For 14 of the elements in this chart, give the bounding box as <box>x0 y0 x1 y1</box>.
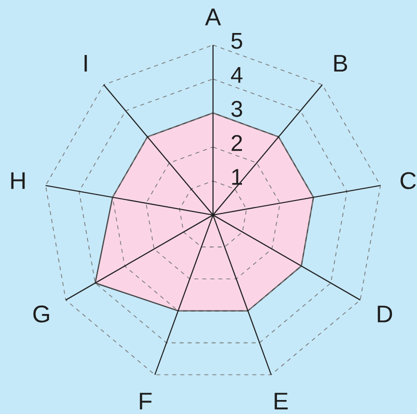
y-tick-label: 1 <box>232 169 242 185</box>
y-tick-label: 5 <box>231 32 242 49</box>
y-tick-label: 4 <box>231 67 242 83</box>
spoke-label: H <box>11 172 25 189</box>
spoke-label: A <box>205 8 221 26</box>
spoke-label: E <box>274 392 288 410</box>
spoke-label: D <box>378 306 392 322</box>
spoke-label: G <box>33 306 50 323</box>
spoke-label: F <box>140 392 152 410</box>
spoke-label: I <box>84 55 87 72</box>
spoke-label: C <box>400 172 416 190</box>
y-tick-label: 2 <box>232 134 242 151</box>
y-tick-label: 3 <box>231 100 242 117</box>
spoke-label: B <box>334 55 348 72</box>
